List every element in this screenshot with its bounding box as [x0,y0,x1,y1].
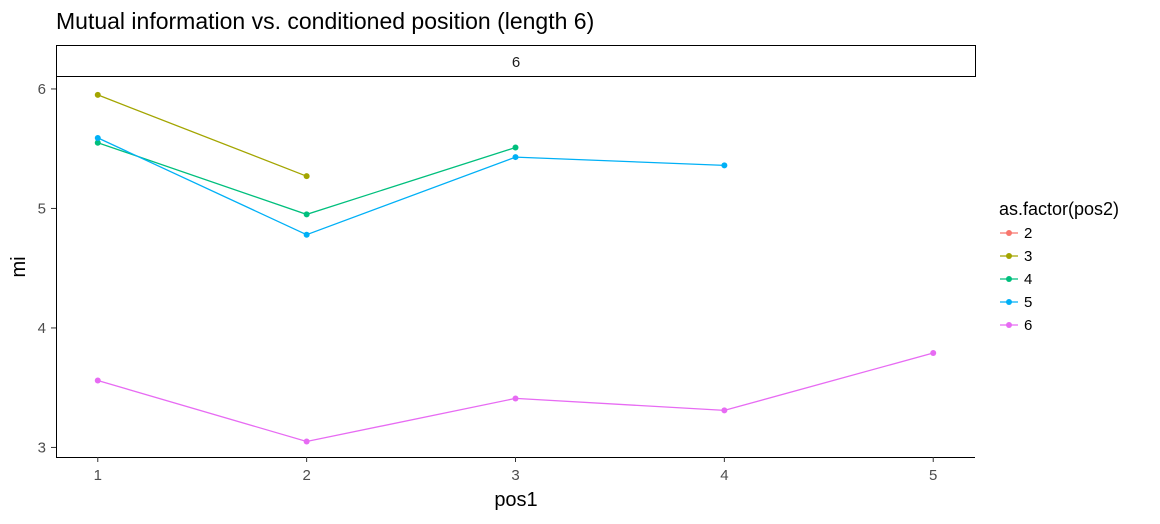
facet-strip [56,45,976,77]
x-tick-label: 5 [929,467,937,484]
x-axis-title: pos1 [494,489,537,511]
legend-label-5: 5 [1024,294,1032,311]
data-point-series-5 [721,162,728,169]
legend-label-3: 3 [1024,248,1032,265]
y-tick-label: 5 [38,200,46,217]
facet-strip-label: 6 [512,54,520,71]
legend-title: as.factor(pos2) [999,199,1119,219]
data-point-series-4 [94,139,101,146]
data-point-series-5 [94,134,101,141]
data-point-series-5 [512,154,519,161]
x-tick-label: 1 [94,467,102,484]
data-point-series-4 [303,211,310,218]
data-point-series-6 [94,377,101,384]
chart-title: Mutual information vs. conditioned posit… [56,8,594,34]
data-point-series-5 [303,231,310,238]
legend-label-6: 6 [1024,317,1032,334]
x-tick-label: 3 [511,467,519,484]
plot-panel: 1 2 3 4 5 3 4 5 6 [38,77,975,484]
legend-key-point-6 [1006,322,1012,328]
y-tick-label: 3 [38,439,46,456]
data-point-series-3 [94,91,101,98]
data-point-series-6 [512,395,519,402]
legend-key-point-2 [1006,230,1012,236]
y-tick-label: 4 [38,320,46,337]
legend-label-4: 4 [1024,271,1032,288]
data-point-series-6 [303,438,310,445]
legend-key-point-3 [1006,253,1012,259]
series-line-3 [97,94,307,177]
series-line-5 [97,137,725,236]
legend-key-point-4 [1006,276,1012,282]
legend-key-point-5 [1006,299,1012,305]
data-point-series-4 [512,144,519,151]
y-axis-title: mi [8,256,30,277]
x-tick-label: 4 [720,467,728,484]
x-tick-label: 2 [302,467,310,484]
legend: 2 3 4 5 6 [1000,225,1032,334]
data-point-series-6 [721,407,728,414]
data-point-series-6 [930,350,937,357]
y-tick-label: 6 [38,81,46,98]
data-point-series-3 [303,173,310,180]
legend-label-2: 2 [1024,225,1032,242]
